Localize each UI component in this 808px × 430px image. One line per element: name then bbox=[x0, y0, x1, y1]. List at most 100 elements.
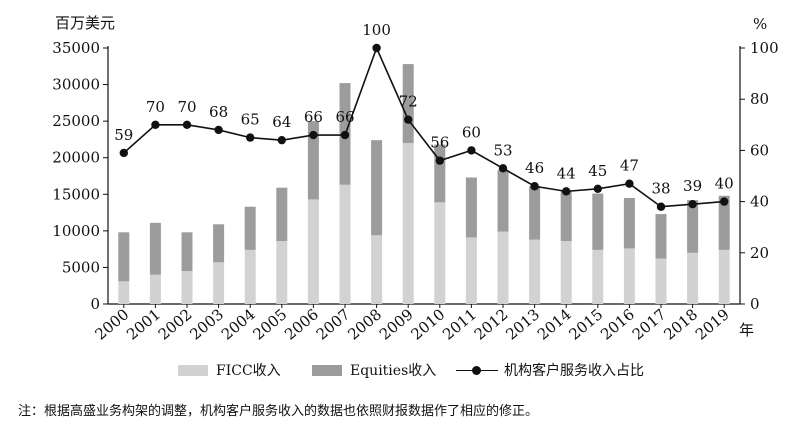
x-tick-label: 2017 bbox=[629, 305, 670, 343]
y-right-tick-label: 20 bbox=[750, 244, 769, 262]
legend-label-ficc: FICC收入 bbox=[216, 363, 281, 379]
ratio-point bbox=[372, 43, 381, 53]
x-tick-label: 2009 bbox=[376, 305, 417, 343]
ratio-point bbox=[151, 120, 160, 129]
x-tick-label: 2005 bbox=[250, 305, 291, 343]
bar-ficc bbox=[465, 237, 477, 304]
ratio-point bbox=[498, 164, 508, 173]
ratio-point bbox=[277, 135, 286, 145]
ratio-data-label: 53 bbox=[493, 141, 512, 159]
y-left-tick-label: 0 bbox=[90, 295, 100, 313]
x-tick-label: 2016 bbox=[597, 305, 638, 343]
x-tick-label: 2015 bbox=[566, 305, 607, 343]
bar-ficc bbox=[623, 248, 635, 304]
x-tick-label: 2014 bbox=[534, 305, 575, 343]
legend-label-equities: Equities收入 bbox=[350, 363, 437, 379]
ratio-point bbox=[182, 120, 192, 129]
bar-equities bbox=[623, 197, 635, 249]
x-tick-label: 2013 bbox=[502, 305, 543, 343]
ratio-data-label: 70 bbox=[146, 98, 165, 116]
x-tick-label: 2008 bbox=[344, 305, 385, 343]
y-left-tick-label: 30000 bbox=[52, 76, 100, 94]
y-left-tick-label: 5000 bbox=[62, 258, 100, 276]
ratio-data-label: 66 bbox=[304, 108, 323, 126]
ratio-point bbox=[656, 202, 666, 211]
ratio-data-label: 72 bbox=[399, 93, 418, 111]
ratio-data-label: 47 bbox=[620, 157, 639, 175]
bar-equities bbox=[718, 195, 730, 250]
bar-ficc bbox=[307, 199, 319, 304]
y-right-unit: % bbox=[753, 15, 767, 33]
bar-ficc bbox=[276, 241, 288, 304]
bar-ficc bbox=[371, 235, 383, 304]
ratio-point bbox=[593, 184, 602, 193]
legend-item-ficc: FICC收入 bbox=[178, 360, 281, 380]
ratio-point bbox=[530, 182, 539, 191]
x-tick-label: 2011 bbox=[439, 305, 480, 343]
ratio-data-label: 46 bbox=[525, 159, 544, 177]
ratio-point bbox=[467, 146, 476, 155]
footnote: 注：根据高盛业务构架的调整，机构客户服务收入的数据也依照财报数据作了相应的修正。 bbox=[18, 404, 539, 419]
y-right-tick-label: 0 bbox=[750, 295, 760, 313]
x-unit: 年 bbox=[739, 321, 754, 339]
ratio-data-label: 70 bbox=[177, 98, 196, 116]
bar-ficc bbox=[339, 184, 351, 304]
bar-equities bbox=[529, 186, 541, 240]
bar-equities bbox=[655, 214, 667, 259]
bar-ficc bbox=[181, 271, 193, 304]
bar-ficc bbox=[592, 249, 604, 304]
bar-ficc bbox=[118, 281, 130, 304]
ratio-data-label: 44 bbox=[557, 164, 576, 182]
legend: FICC收入 Equities收入 机构客户服务收入占比 bbox=[0, 360, 808, 382]
ratio-point bbox=[435, 156, 444, 165]
legend-swatch-equities bbox=[312, 364, 342, 376]
bar-equities bbox=[434, 144, 446, 203]
ratio-data-label: 66 bbox=[335, 108, 354, 126]
x-tick-label: 2010 bbox=[408, 305, 449, 343]
x-tick-label: 2019 bbox=[692, 305, 733, 343]
ratio-data-label: 38 bbox=[651, 180, 670, 198]
bar-ficc bbox=[149, 274, 161, 304]
ratio-point bbox=[119, 148, 128, 158]
legend-item-equities: Equities收入 bbox=[312, 360, 436, 380]
ratio-point bbox=[625, 179, 634, 188]
bar-ficc bbox=[213, 262, 225, 304]
ratio-data-label: 100 bbox=[362, 21, 391, 39]
legend-swatch-ficc bbox=[178, 364, 208, 376]
y-right-tick-label: 40 bbox=[750, 193, 769, 211]
ratio-point bbox=[688, 199, 697, 209]
bar-equities bbox=[276, 187, 288, 242]
x-tick-label: 2007 bbox=[313, 305, 354, 343]
y-left-tick-label: 25000 bbox=[52, 112, 100, 130]
bar-equities bbox=[213, 224, 225, 263]
y-left-tick-label: 15000 bbox=[52, 185, 100, 203]
y-right-tick-label: 80 bbox=[750, 90, 769, 108]
legend-label-ratio: 机构客户服务收入占比 bbox=[504, 363, 644, 379]
ratio-point bbox=[720, 197, 729, 206]
bar-ficc bbox=[560, 241, 572, 304]
y-left-unit: 百万美元 bbox=[55, 14, 115, 32]
ratio-data-label: 64 bbox=[272, 113, 291, 131]
ratio-line bbox=[123, 45, 725, 208]
y-right-tick-label: 100 bbox=[750, 39, 779, 57]
x-tick-label: 2003 bbox=[186, 305, 227, 343]
bar-ficc bbox=[244, 249, 256, 304]
ratio-data-label: 60 bbox=[462, 123, 481, 141]
ratio-data-label: 68 bbox=[209, 103, 228, 121]
y-left-tick-label: 20000 bbox=[52, 149, 100, 167]
x-tick-label: 2001 bbox=[123, 305, 164, 343]
bar-equities bbox=[497, 170, 509, 232]
bar-ficc bbox=[529, 239, 541, 304]
bar-equities bbox=[560, 190, 572, 242]
ratio-data-label: 40 bbox=[715, 175, 734, 193]
ratio-point bbox=[340, 130, 350, 140]
ratio-data-label: 65 bbox=[241, 111, 260, 129]
ratio-point bbox=[404, 115, 413, 124]
ratio-data-label: 45 bbox=[588, 162, 607, 180]
bar-ficc bbox=[434, 202, 446, 304]
legend-swatch-ratio bbox=[456, 365, 498, 376]
x-tick-label: 2018 bbox=[660, 305, 701, 343]
x-tick-label: 2002 bbox=[155, 305, 196, 343]
ratio-data-label: 39 bbox=[683, 177, 702, 195]
